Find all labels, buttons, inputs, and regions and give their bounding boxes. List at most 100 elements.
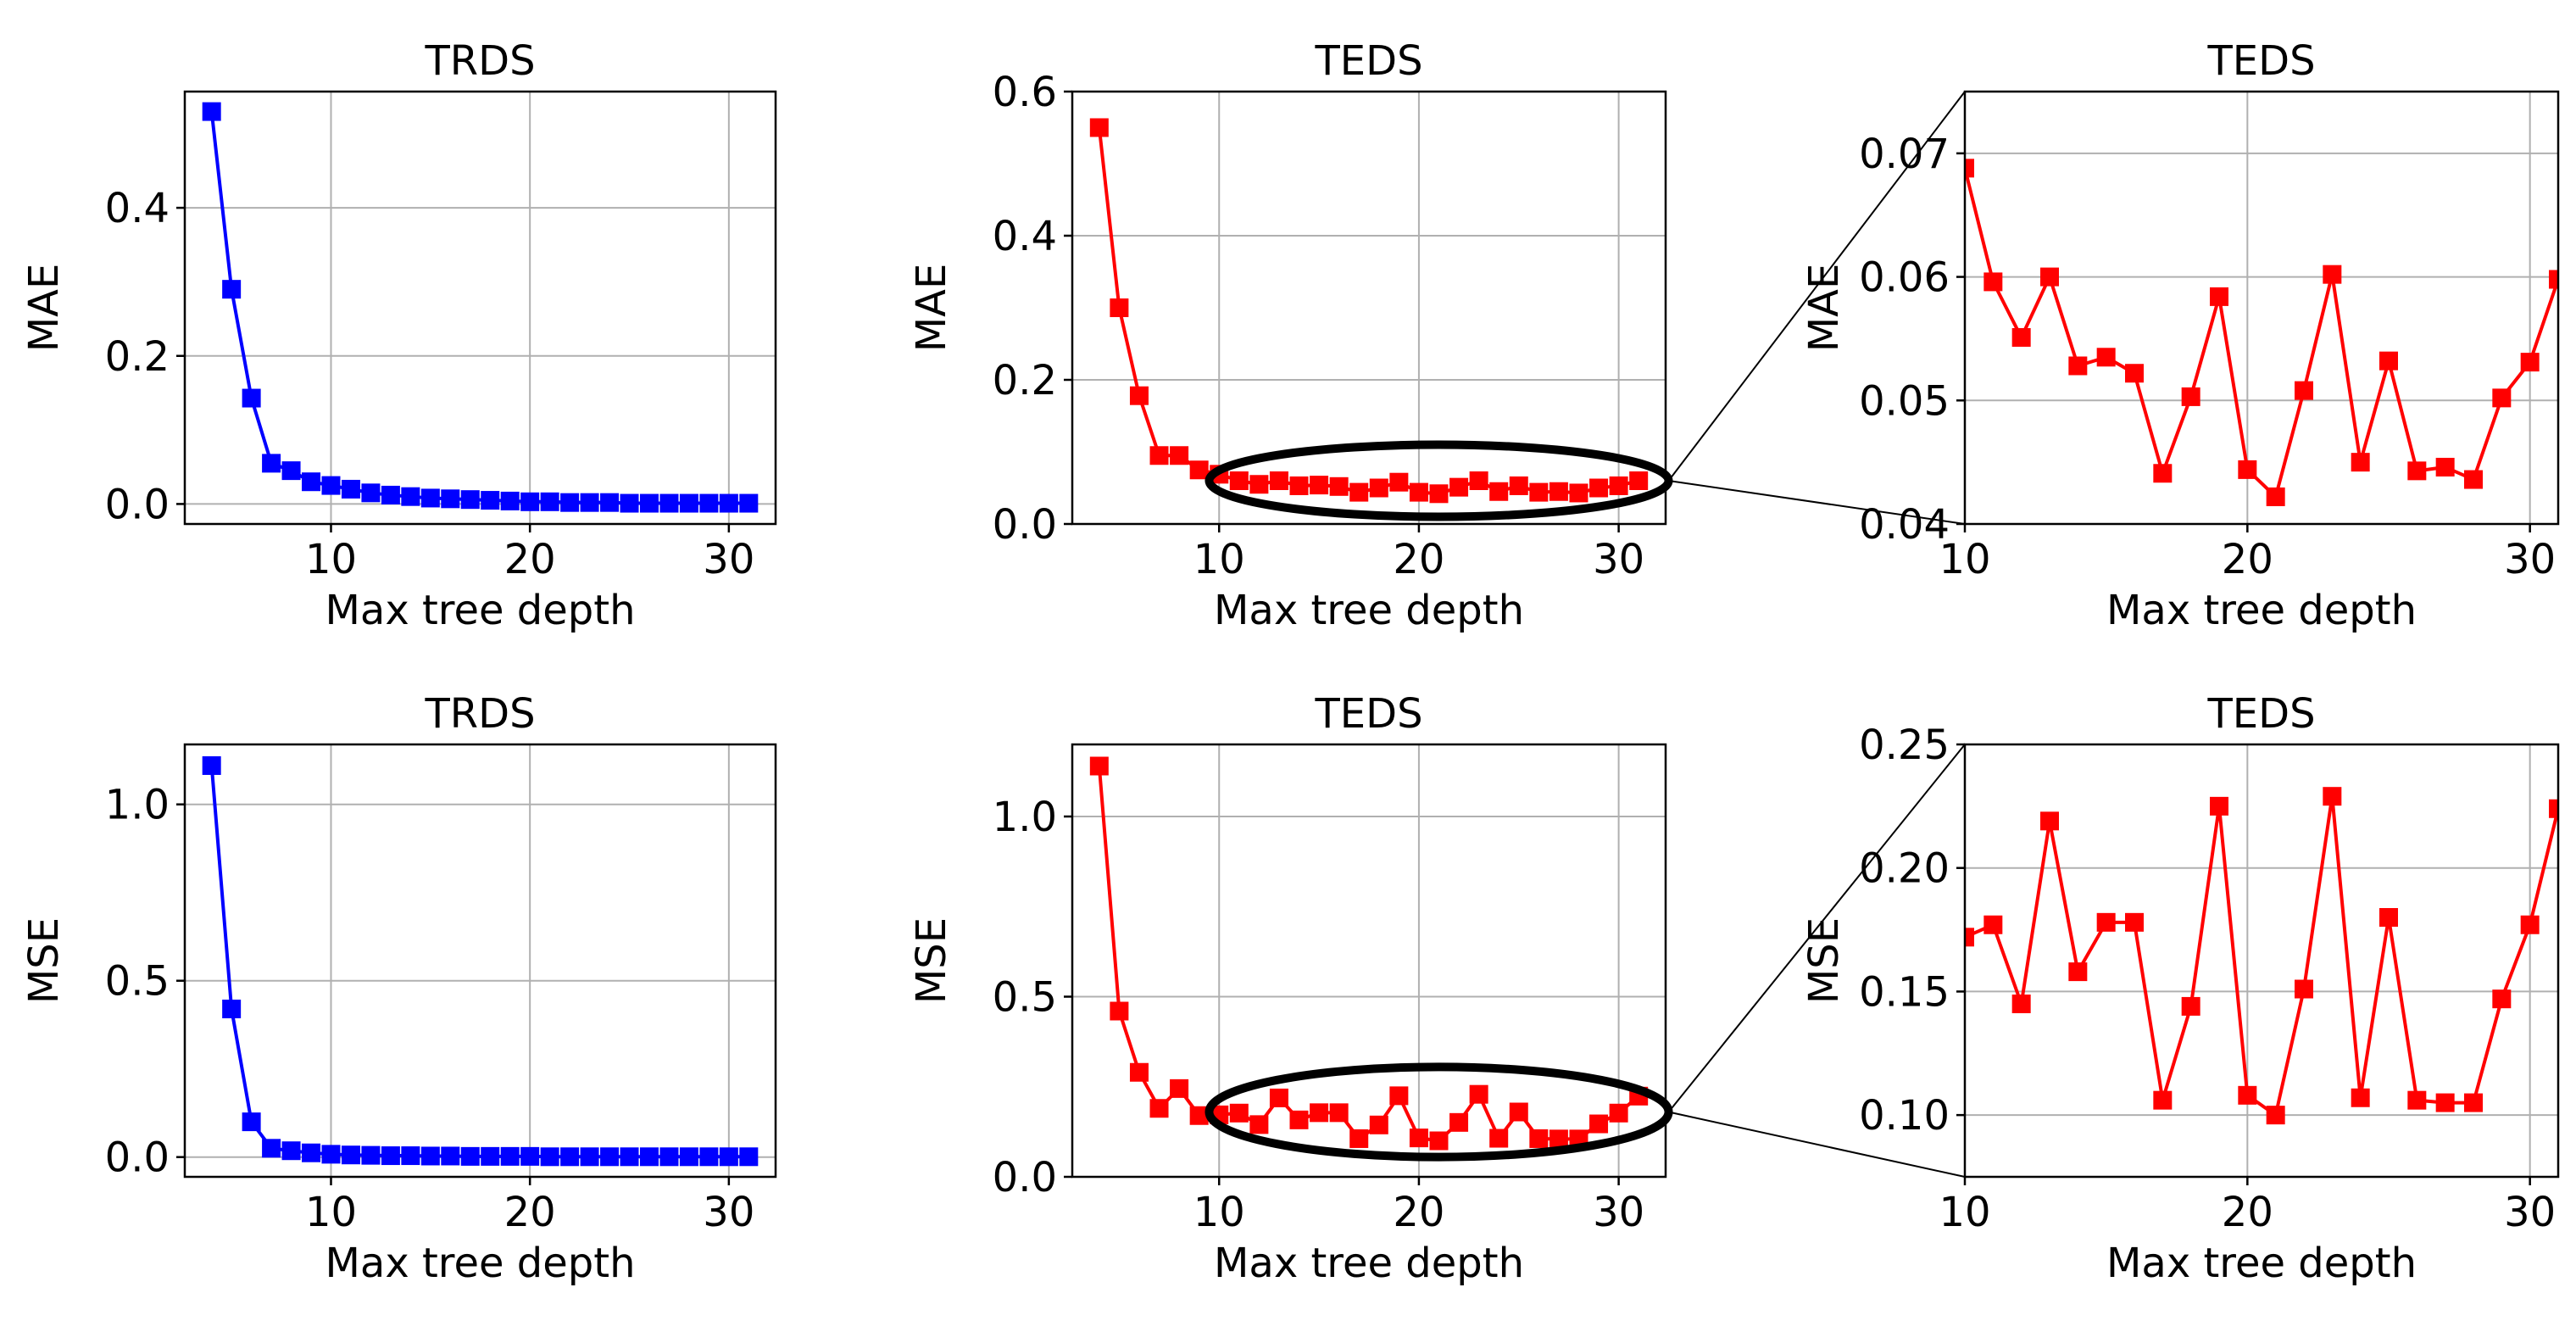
data-point-marker xyxy=(1489,482,1509,501)
data-point-marker xyxy=(1229,471,1249,490)
data-point-marker xyxy=(2323,265,2342,284)
y-axis-label: MAE xyxy=(20,264,68,353)
data-point-marker xyxy=(2351,453,2370,472)
data-point-marker xyxy=(1409,482,1428,502)
zoom-connector-bottom xyxy=(1668,480,1966,525)
data-point-marker xyxy=(381,1146,400,1166)
data-point-marker xyxy=(1089,118,1109,137)
data-point-marker xyxy=(1310,476,1329,495)
zoom-region-ellipse xyxy=(1205,1062,1673,1162)
data-point-marker xyxy=(2435,457,2455,477)
data-point-marker xyxy=(222,280,242,299)
y-axis-label: MAE xyxy=(1800,264,1848,353)
data-point-marker xyxy=(2492,388,2512,408)
data-point-marker xyxy=(2096,348,2116,367)
data-point-marker xyxy=(2464,1093,2483,1112)
data-point-marker xyxy=(2011,327,2031,347)
data-point-marker xyxy=(2125,364,2144,383)
data-point-marker xyxy=(2153,1090,2173,1110)
zoom-region-ellipse xyxy=(1205,440,1673,521)
data-point-marker xyxy=(580,1147,599,1167)
y-tick-label: 0.04 xyxy=(1859,501,1950,549)
data-point-marker xyxy=(2492,989,2512,1009)
data-point-marker xyxy=(1409,1129,1428,1148)
plot-title: TEDS xyxy=(2206,690,2315,738)
data-point-marker xyxy=(1170,446,1189,465)
series-line xyxy=(209,111,749,505)
x-tick-label: 20 xyxy=(504,536,556,583)
plot-panel-p6: 10 20 30 0.10 0.15 0.20 0.25 TEDS Max tree depth… xyxy=(1800,690,2560,1287)
data-point-marker xyxy=(2435,1093,2455,1112)
x-tick-label: 10 xyxy=(1193,1189,1245,1236)
data-point-marker xyxy=(460,1146,480,1166)
data-point-marker xyxy=(1170,1078,1189,1098)
data-point-marker xyxy=(2407,1090,2427,1110)
data-point-marker xyxy=(1509,476,1528,495)
data-point-marker xyxy=(719,1147,738,1167)
data-point-marker xyxy=(481,1146,500,1166)
data-point-marker xyxy=(1389,472,1409,492)
data-point-marker xyxy=(2011,995,2031,1013)
x-tick-label: 20 xyxy=(1393,536,1444,583)
data-point-marker xyxy=(1310,1103,1329,1123)
data-point-marker xyxy=(1983,272,2003,292)
data-point-marker xyxy=(1129,386,1149,405)
y-axis-label: MAE xyxy=(908,264,955,353)
data-point-marker xyxy=(639,1147,659,1167)
data-point-marker xyxy=(699,493,719,513)
x-axis-label: Max tree depth xyxy=(2106,1240,2417,1287)
y-axis-label: MSE xyxy=(1800,917,1848,1004)
axes-frame xyxy=(183,743,777,1179)
data-point-marker xyxy=(1269,471,1288,490)
series-line xyxy=(209,765,749,1159)
data-point-marker xyxy=(222,999,242,1018)
data-point-marker xyxy=(580,493,599,512)
data-point-marker xyxy=(361,1145,381,1165)
data-point-marker xyxy=(2549,270,2558,289)
x-tick-label: 30 xyxy=(2504,536,2556,583)
data-point-marker xyxy=(401,487,420,506)
data-point-marker xyxy=(2096,912,2116,932)
data-point-marker xyxy=(600,1147,620,1167)
data-point-marker xyxy=(2125,912,2144,932)
y-tick-label: 0.0 xyxy=(993,501,1057,549)
y-tick-label: 1.0 xyxy=(105,782,170,829)
axes-frame xyxy=(1071,90,1667,526)
data-point-marker xyxy=(719,493,738,513)
data-point-marker xyxy=(659,493,679,513)
x-axis-label: Max tree depth xyxy=(1214,1240,1524,1287)
x-tick-label: 10 xyxy=(305,1189,357,1236)
x-tick-label: 30 xyxy=(2504,1189,2556,1236)
plot-title: TRDS xyxy=(424,37,535,85)
data-point-marker xyxy=(1429,484,1449,504)
data-point-marker xyxy=(2520,353,2540,372)
axes-frame xyxy=(183,90,777,526)
data-point-marker xyxy=(302,1143,321,1162)
data-point-marker xyxy=(2379,908,2398,927)
data-point-marker xyxy=(441,489,460,509)
data-point-marker xyxy=(361,483,381,503)
data-point-marker xyxy=(2181,996,2200,1016)
data-point-marker xyxy=(1449,477,1469,497)
y-tick-label: 0.0 xyxy=(105,481,170,528)
data-point-marker xyxy=(2295,381,2313,400)
data-point-marker xyxy=(1965,928,1974,947)
data-point-marker xyxy=(2464,470,2483,489)
data-point-marker xyxy=(1129,1062,1149,1082)
data-point-marker xyxy=(2520,915,2540,934)
data-point-marker xyxy=(481,491,500,510)
y-axis-label: MSE xyxy=(908,917,955,1004)
x-tick-label: 20 xyxy=(1393,1189,1444,1236)
data-point-marker xyxy=(1289,476,1309,495)
data-point-marker xyxy=(1549,482,1568,501)
data-point-marker xyxy=(1329,1103,1349,1123)
data-point-marker xyxy=(659,1147,679,1167)
data-point-marker xyxy=(620,1147,639,1167)
data-point-marker xyxy=(1965,159,1974,178)
y-tick-label: 0.15 xyxy=(1859,968,1950,1016)
axes-frame xyxy=(1963,90,2560,526)
data-point-marker xyxy=(2295,979,2313,999)
x-tick-label: 30 xyxy=(703,536,754,583)
data-point-marker xyxy=(242,1112,261,1132)
